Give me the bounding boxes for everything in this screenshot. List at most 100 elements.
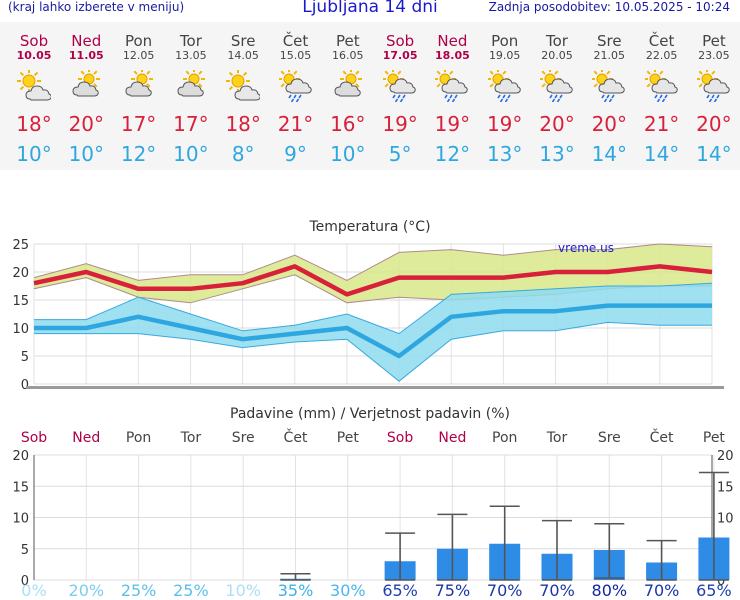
max-temperature: 17° <box>173 112 209 136</box>
day-date: 21.05 <box>593 49 626 62</box>
location-hint: (kraj lahko izberete v meniju) <box>8 0 185 14</box>
day-label: Pon <box>126 430 151 446</box>
day-date: 14.05 <box>227 49 259 62</box>
day-name: Sob <box>19 32 49 50</box>
day-label: Pet <box>703 430 726 446</box>
min-temperature: 10° <box>330 142 366 166</box>
day-column: Pon 19.05 19° 13° <box>479 22 531 166</box>
day-name: Ned <box>71 32 102 50</box>
day-label: Pon <box>492 430 517 446</box>
tmin-range-lower <box>34 321 712 382</box>
y-tick-label: 20 <box>12 449 29 464</box>
x-axis-bar <box>26 386 724 389</box>
day-column: Ned 11.05 20° 10° <box>60 22 112 167</box>
precipitation-probability: 70% <box>539 581 575 600</box>
tmax-line <box>33 264 713 297</box>
sun-rain-cloud-icon <box>688 68 740 104</box>
sun-rain-cloud-icon <box>270 68 322 104</box>
max-temperature: 19° <box>486 112 523 136</box>
min-temperature: 14° <box>591 142 628 166</box>
day-name: Ned <box>437 32 468 50</box>
min-temperature: 8° <box>231 142 255 166</box>
max-temperature: 20° <box>591 112 628 136</box>
day-name: Pon <box>491 32 519 50</box>
day-label: Pet <box>337 430 360 446</box>
precipitation-probability: 65% <box>696 581 732 600</box>
day-date: 13.05 <box>175 49 207 62</box>
max-temperature: 20° <box>68 112 105 136</box>
day-name: Čet <box>282 32 309 50</box>
precipitation-probability: 10% <box>225 581 261 600</box>
y-tick-label: 20 <box>12 266 29 281</box>
y-tick-label: 25 <box>12 238 29 253</box>
precipitation-probability: 35% <box>278 581 314 600</box>
day-column: Pet 16.05 16° 10° <box>322 22 374 167</box>
day-name: Čet <box>648 32 675 50</box>
day-column: Sob 10.05 18° 10° <box>8 22 60 166</box>
day-column: Sre 21.05 20° 14° <box>583 22 635 166</box>
y-tick-label-right: 0 <box>717 574 725 589</box>
day-label: Ned <box>438 430 466 446</box>
day-name: Pon <box>124 32 153 50</box>
day-name: Pet <box>335 32 360 50</box>
min-temperature: 12° <box>434 142 471 166</box>
max-temperature: 21° <box>643 112 680 136</box>
day-date: 23.05 <box>698 49 730 62</box>
day-label: Tor <box>180 430 202 446</box>
y-tick-label: 10 <box>12 322 29 337</box>
precipitation-probability: 20% <box>69 581 105 600</box>
day-date: 20.05 <box>541 49 573 62</box>
precipitation-probability: 65% <box>382 581 418 600</box>
cloud-sun-icon <box>165 68 217 104</box>
sun-rain-cloud-icon <box>531 68 583 104</box>
sun-rain-cloud-icon <box>479 68 531 104</box>
y-tick-label: 5 <box>21 543 29 558</box>
page-title[interactable]: Ljubljana 14 dni <box>302 0 438 17</box>
day-label: Ned <box>72 430 100 446</box>
cloud-sun-icon <box>60 68 112 104</box>
y-tick-label-right: 15 <box>717 480 734 495</box>
y-tick-label-right: 20 <box>717 449 734 464</box>
tmin-range-band <box>34 283 712 382</box>
min-temperature: 10° <box>68 142 105 166</box>
day-name: Sre <box>230 32 256 50</box>
day-date: 16.05 <box>332 49 364 62</box>
precipitation-probability: 30% <box>330 581 366 600</box>
min-temperature: 10° <box>173 142 209 166</box>
min-temperature: 12° <box>120 142 157 166</box>
day-label: Čet <box>650 428 674 446</box>
max-temperature: 16° <box>330 112 366 136</box>
day-label: Sob <box>387 430 413 446</box>
day-name: Sre <box>597 32 622 50</box>
temperature-chart: 0 5 10 15 20 25 vreme.us <box>12 238 724 393</box>
day-date: 19.05 <box>488 49 521 62</box>
precipitation-chart-title: Padavine (mm) / Verjetnost padavin (%) <box>230 406 510 422</box>
precipitation-probability: 70% <box>644 581 680 600</box>
sun-cloud-icon <box>8 69 60 104</box>
day-name: Pet <box>702 32 726 50</box>
watermark: vreme.us <box>558 241 614 255</box>
max-temperature: 20° <box>539 112 575 136</box>
day-column: Sre 14.05 18° 8° <box>217 22 269 166</box>
sun-rain-cloud-icon <box>636 68 688 104</box>
min-temperature: 13° <box>539 142 575 166</box>
y-tick-label: 15 <box>12 480 29 495</box>
precipitation-probability: 80% <box>592 581 628 600</box>
day-name: Tor <box>179 32 202 50</box>
day-column: Sob 17.05 19° 5° <box>374 22 426 166</box>
day-column: Pon 12.05 17° 12° <box>113 22 165 167</box>
cloud-sun-icon <box>113 68 165 104</box>
max-temperature: 19° <box>434 112 471 136</box>
min-temperature: 14° <box>696 142 732 166</box>
day-column: Pet 23.05 20° 14° <box>688 22 740 166</box>
max-temperature: 18° <box>225 112 261 136</box>
max-temperature: 18° <box>16 112 52 136</box>
day-label: Čet <box>284 428 308 446</box>
y-tick-label: 0 <box>21 378 29 393</box>
tmin-line <box>34 303 712 359</box>
y-tick-label: 5 <box>21 350 29 365</box>
max-temperature: 21° <box>277 112 314 136</box>
max-temperature: 17° <box>120 112 157 136</box>
tmin-range-upper <box>34 282 713 335</box>
day-name: Sob <box>385 32 415 50</box>
